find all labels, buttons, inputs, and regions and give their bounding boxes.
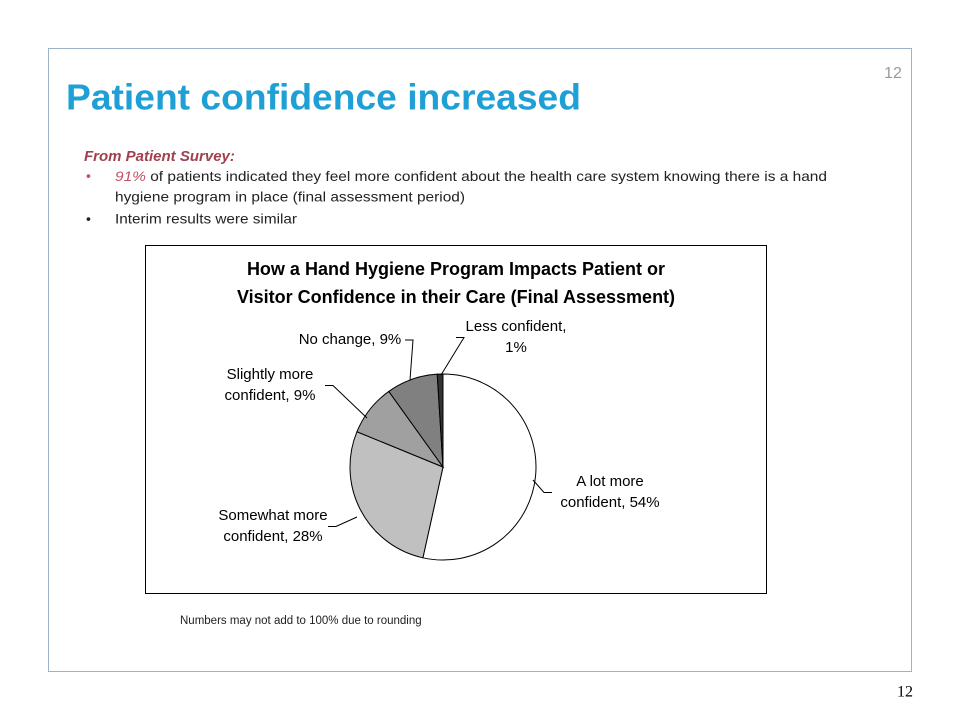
leader-line xyxy=(440,337,465,376)
data-label: 1% xyxy=(505,339,527,356)
pie-slice xyxy=(422,373,537,561)
leader-line xyxy=(325,385,368,419)
pie-slice xyxy=(436,373,444,468)
data-label: Less confident, xyxy=(466,318,567,335)
data-label: confident, 54% xyxy=(560,494,659,511)
slide-frame xyxy=(48,48,912,672)
footnote: Numbers may not add to 100% due to round… xyxy=(180,615,422,627)
data-label: confident, 9% xyxy=(225,387,316,404)
leader-line xyxy=(532,479,552,493)
chart-title: How a Hand Hygiene Program Impacts Patie… xyxy=(247,259,665,279)
data-label: Slightly more xyxy=(227,366,314,383)
data-label: Somewhat more xyxy=(218,507,327,524)
bullet: • xyxy=(86,168,91,184)
data-label: No change, 9% xyxy=(299,331,402,348)
subheading: From Patient Survey: xyxy=(84,148,235,165)
highlight: 91% xyxy=(115,168,146,184)
bullet-line: Interim results were similar xyxy=(115,211,297,227)
chart-title: Visitor Confidence in their Care (Final … xyxy=(237,287,675,307)
bullet-text: 91% of patients indicated they feel more… xyxy=(115,168,827,184)
page-number: 12 xyxy=(884,65,902,82)
bullet: • xyxy=(86,211,91,227)
page-number: 12 xyxy=(897,684,913,701)
slide-title: Patient confidence increased xyxy=(66,77,581,118)
data-label: A lot more xyxy=(576,473,644,490)
leader-line xyxy=(405,339,414,381)
bullet-line: of patients indicated they feel more con… xyxy=(146,168,827,184)
bullet-line: hygiene program in place (final assessme… xyxy=(115,189,465,205)
leader-line xyxy=(328,516,358,527)
pie-slice xyxy=(349,431,444,559)
data-label: confident, 28% xyxy=(223,528,322,545)
